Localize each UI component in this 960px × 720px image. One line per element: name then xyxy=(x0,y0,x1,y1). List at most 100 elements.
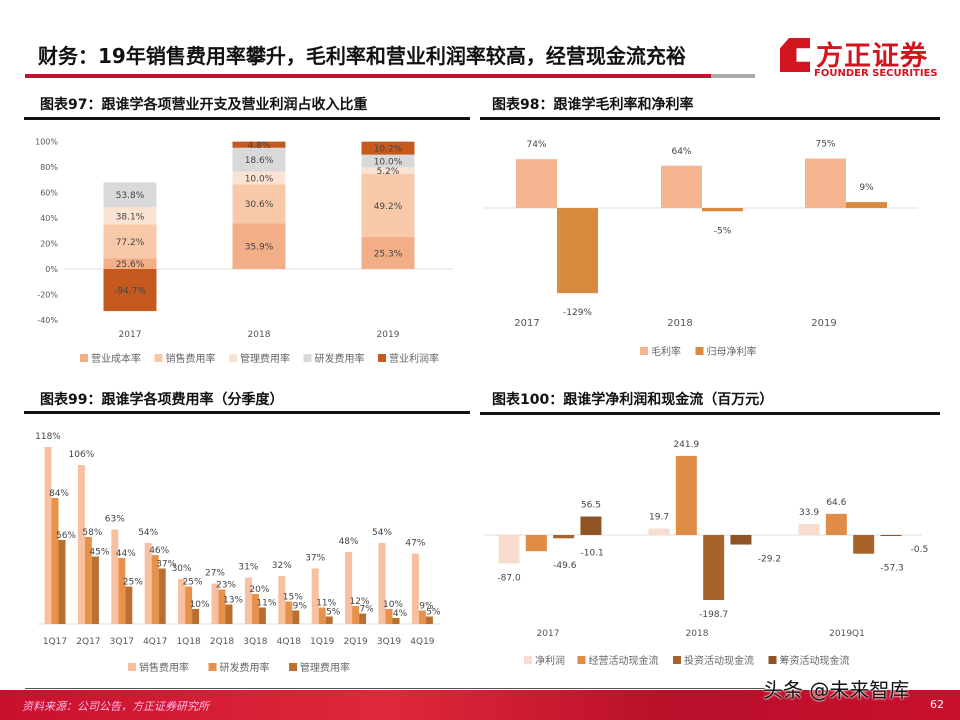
bar xyxy=(703,535,725,600)
x-tick-label: 2017 xyxy=(537,629,560,639)
data-label: 53.8% xyxy=(116,191,145,201)
legend-label: 净利润 xyxy=(535,654,565,667)
bar xyxy=(345,552,353,624)
legend-swatch xyxy=(673,656,681,664)
data-label: -49.6 xyxy=(553,561,577,571)
bar xyxy=(285,601,293,624)
bar xyxy=(325,616,333,624)
data-label: 56% xyxy=(56,531,76,541)
data-label: -198.7 xyxy=(699,610,728,620)
data-label: 5% xyxy=(326,608,341,618)
legend-swatch xyxy=(378,354,386,362)
data-label: 13% xyxy=(223,596,243,606)
bar-segment xyxy=(361,174,415,237)
data-label: 10.0% xyxy=(374,158,403,168)
x-tick-label: 2017 xyxy=(514,318,539,329)
data-label: 25.6% xyxy=(116,260,145,270)
data-label: -5% xyxy=(714,226,732,236)
x-tick-label: 1Q17 xyxy=(43,637,67,647)
bar-segment xyxy=(361,167,415,175)
bar-segment xyxy=(361,154,415,168)
x-tick-label: 2Q18 xyxy=(210,637,235,647)
bar xyxy=(661,165,702,208)
bar-segment xyxy=(103,182,157,208)
bar xyxy=(805,158,846,208)
bar xyxy=(77,465,85,624)
data-label: 64.6 xyxy=(826,498,846,508)
data-label: 7% xyxy=(359,605,374,615)
legend-swatch xyxy=(229,354,237,362)
legend-label: 归母净利率 xyxy=(707,345,757,358)
legend-label: 毛利率 xyxy=(651,345,681,358)
bar xyxy=(178,579,186,624)
y-tick-label: 20% xyxy=(40,240,58,249)
bar xyxy=(580,516,602,535)
bar xyxy=(125,586,133,624)
data-label: 9% xyxy=(419,602,434,612)
bar xyxy=(58,540,66,624)
x-tick-label: 4Q17 xyxy=(143,637,167,647)
bar-segment xyxy=(361,141,415,155)
data-label: -129% xyxy=(563,308,592,318)
legend-swatch xyxy=(208,663,217,671)
fig97-title: 图表97：跟谁学各项营业开支及营业利润占收入比重 xyxy=(40,97,368,113)
data-label: 106% xyxy=(69,450,95,460)
data-label: 31% xyxy=(238,563,258,573)
bar xyxy=(392,618,400,624)
x-tick-label: 2019 xyxy=(811,318,836,329)
x-tick-label: 2Q17 xyxy=(76,637,100,647)
data-label: 11% xyxy=(316,599,336,609)
legend-swatch xyxy=(695,347,704,355)
bar xyxy=(516,159,557,208)
bar-segment xyxy=(103,207,157,225)
data-label: 37% xyxy=(305,554,325,564)
data-label: 9% xyxy=(859,183,874,193)
legend-label: 营业利润率 xyxy=(389,352,439,365)
title-underline xyxy=(25,74,755,78)
bar-segment xyxy=(232,223,286,269)
y-tick-label: 40% xyxy=(40,214,58,223)
watermark: 头条 @未来智库 xyxy=(763,678,910,702)
x-tick-label: 2018 xyxy=(248,330,271,340)
bar xyxy=(418,610,426,624)
bar xyxy=(258,607,266,624)
data-label: 118% xyxy=(35,432,61,442)
bar xyxy=(498,535,520,564)
bar xyxy=(44,447,52,624)
bar xyxy=(144,543,152,624)
data-label: 74% xyxy=(526,140,546,150)
y-tick-label: -20% xyxy=(37,291,58,300)
legend-swatch xyxy=(524,656,532,664)
bar xyxy=(51,498,59,624)
bar xyxy=(702,208,743,212)
bar xyxy=(111,529,119,624)
data-label: 75% xyxy=(815,140,835,150)
legend-swatch xyxy=(154,354,163,362)
slide-title: 财务：19年销售费用率攀升，毛利率和营业利润率较高，经营现金流充裕 xyxy=(38,44,686,68)
data-label: 45% xyxy=(89,548,109,558)
legend-label: 筹资活动现金流 xyxy=(780,654,850,667)
data-label: -87.0 xyxy=(497,573,521,583)
bar xyxy=(846,202,887,208)
fig99-title: 图表99：跟谁学各项费用率（分季度） xyxy=(40,392,284,408)
data-label: -0.5 xyxy=(911,545,929,555)
data-label: 37% xyxy=(156,560,176,570)
data-label: 54% xyxy=(372,528,392,538)
bar xyxy=(211,583,219,624)
page-number: 62 xyxy=(930,698,944,711)
bar xyxy=(557,208,598,294)
x-tick-label: 2019Q1 xyxy=(829,629,865,639)
data-label: 56.5 xyxy=(581,501,601,511)
legend-label: 研发费用率 xyxy=(220,661,270,674)
bar xyxy=(825,513,847,535)
data-label: 32% xyxy=(272,561,292,571)
y-tick-label: 100% xyxy=(35,138,58,147)
founder-securities-logo: 方正证券 FOUNDER SECURITIES xyxy=(780,36,950,84)
data-label: 15% xyxy=(283,593,303,603)
data-label: 63% xyxy=(105,515,125,525)
bar xyxy=(91,556,99,624)
data-label: 10.2% xyxy=(374,145,403,155)
data-label: 77.2% xyxy=(116,238,145,248)
x-tick-label: 3Q18 xyxy=(243,637,268,647)
